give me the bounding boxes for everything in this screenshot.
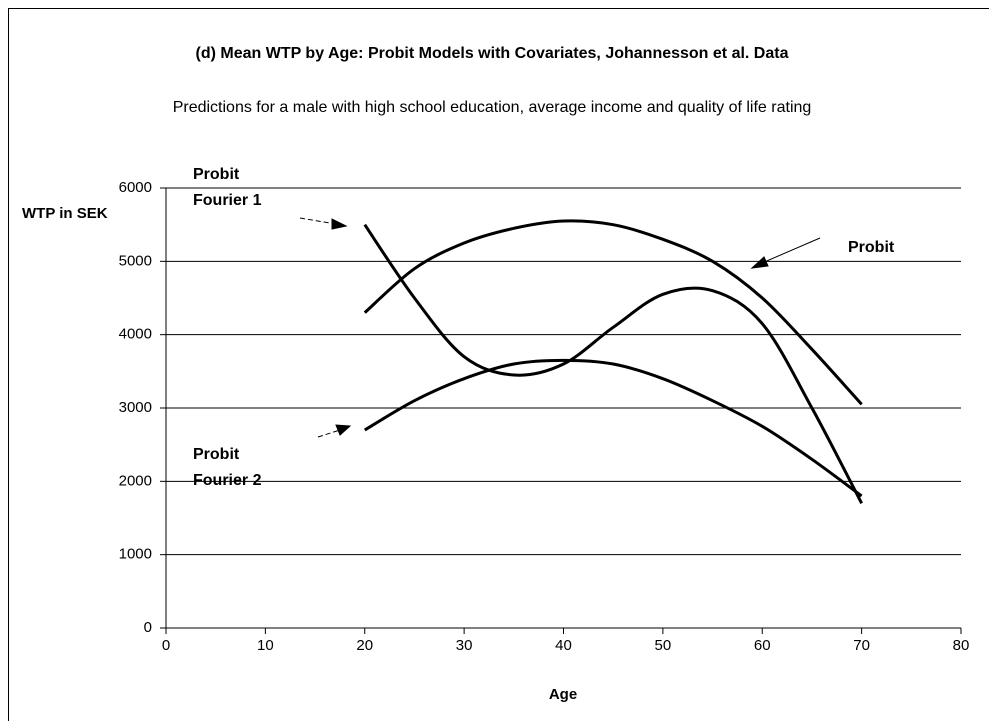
- x-tick-label: 70: [853, 637, 870, 654]
- chart-subtitle: Predictions for a male with high school …: [172, 99, 812, 116]
- series-line: [363, 219, 863, 406]
- arrows: [299, 217, 821, 438]
- x-tick-label: 30: [456, 637, 473, 654]
- series-label: Probit Fourier 1: [193, 166, 262, 209]
- frame: [8, 8, 989, 721]
- y-axis-label: WTP in SEK: [22, 205, 108, 222]
- y-tick-label: 1000: [119, 546, 152, 563]
- y-tick-label: 3000: [119, 399, 152, 416]
- x-tick-label: 50: [655, 637, 672, 654]
- y-tick-label: 2000: [119, 472, 152, 489]
- x-tick-label: 0: [162, 637, 170, 654]
- x-tick-label: 20: [356, 637, 373, 654]
- x-axis-label: Age: [548, 686, 578, 703]
- series-line: [363, 358, 863, 498]
- y-tick-label: 0: [144, 619, 152, 636]
- chart-title: (d) Mean WTP by Age: Probit Models with …: [195, 45, 789, 62]
- series-line: [363, 223, 863, 505]
- series-label: Probit: [848, 239, 895, 256]
- y-tick-label: 5000: [119, 252, 152, 269]
- x-tick-label: 40: [555, 637, 572, 654]
- x-tick-label: 60: [754, 637, 771, 654]
- series-label: Probit Fourier 2: [193, 446, 262, 489]
- y-tick-label: 6000: [119, 179, 152, 196]
- x-tick-label: 80: [953, 637, 970, 654]
- x-tick-label: 10: [257, 637, 274, 654]
- y-tick-label: 4000: [119, 326, 152, 343]
